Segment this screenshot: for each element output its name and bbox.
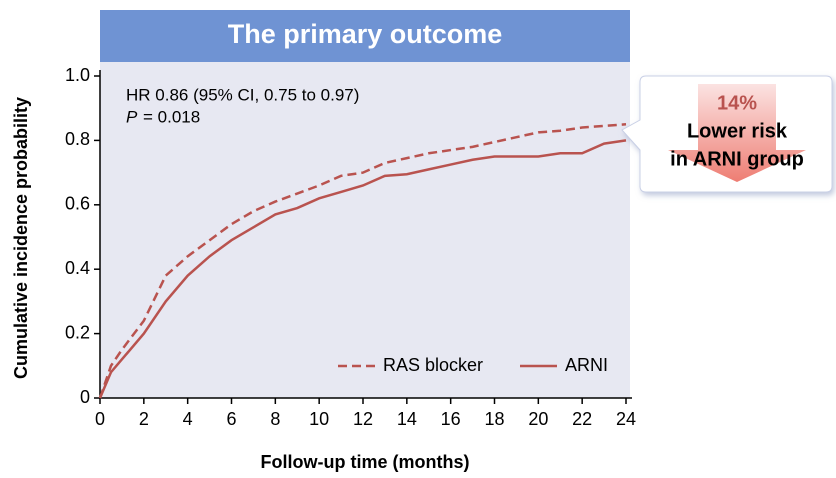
callout-line: in ARNI group (670, 148, 804, 170)
chart-title: The primary outcome (228, 19, 503, 49)
p-value: = 0.018 (143, 107, 200, 126)
x-tick-label: 22 (572, 409, 592, 429)
x-tick-label: 0 (95, 409, 105, 429)
plot-background (100, 62, 630, 398)
x-tick-label: 20 (528, 409, 548, 429)
x-tick-label: 12 (353, 409, 373, 429)
title-banner (100, 10, 630, 62)
y-tick-label: 0.2 (65, 322, 90, 342)
x-tick-label: 2 (139, 409, 149, 429)
callout: 14% Lower risk in ARNI group (621, 75, 833, 193)
x-tick-label: 8 (270, 409, 280, 429)
p-symbol: P (126, 107, 138, 126)
x-tick-label: 14 (397, 409, 417, 429)
series-line (98, 139, 627, 399)
legend-label: ARNI (565, 355, 608, 375)
callout-arrow (668, 84, 806, 182)
callout-line: Lower risk (687, 120, 788, 142)
y-tick-label: 0.4 (65, 258, 90, 278)
x-tick-label: 6 (226, 409, 236, 429)
x-tick-label: 10 (309, 409, 329, 429)
x-tick-label: 16 (441, 409, 461, 429)
callout-percent: 14% (717, 92, 757, 114)
x-tick-label: 18 (484, 409, 504, 429)
legend-label: RAS blocker (383, 355, 483, 375)
x-tick-label: 24 (616, 409, 636, 429)
y-tick-label: 1.0 (65, 65, 90, 85)
hr-annotation: HR 0.86 (95% CI, 0.75 to 0.97) (126, 85, 359, 104)
y-tick-label: 0.6 (65, 194, 90, 214)
x-tick-label: 4 (183, 409, 193, 429)
series-line (98, 123, 627, 399)
x-axis-label: Follow-up time (months) (261, 452, 470, 472)
y-tick-label: 0.8 (65, 129, 90, 149)
y-tick-label: 0 (80, 387, 90, 407)
y-axis-label: Cumulative incidence probability (11, 97, 31, 379)
